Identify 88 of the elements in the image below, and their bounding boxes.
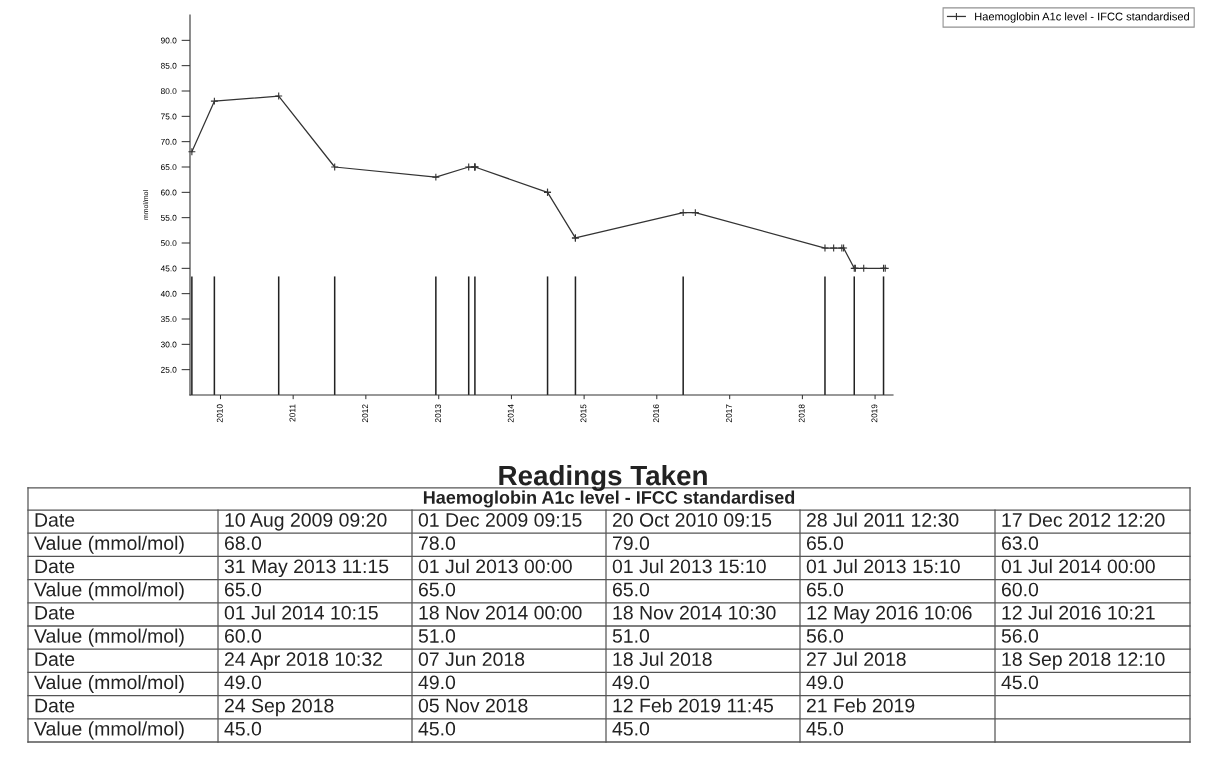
text: Readings Taken — [499, 464, 707, 492]
x-tick-label: 2016 — [653, 404, 660, 423]
category-label: 28 Jul 2011 12:30 — [806, 512, 959, 527]
category-label: 18 Nov 2014 10:30 — [613, 605, 776, 620]
category-label: 21 Feb 2019 — [806, 698, 915, 713]
x-tick-label: 2014 — [507, 404, 514, 423]
x-tick-label: 2018 — [798, 404, 805, 423]
y-tick-label: 75.0 — [161, 113, 177, 120]
category-label: 27 Jul 2018 — [806, 651, 906, 667]
text: 45.0 — [418, 721, 456, 736]
text: 65.0 — [418, 582, 456, 597]
y-tick-label: 35.0 — [160, 316, 177, 323]
point — [464, 162, 473, 172]
point — [330, 162, 339, 172]
x-tick-label: 2017 — [726, 404, 732, 423]
text: 56.0 — [1001, 629, 1039, 643]
text: 78.0 — [419, 536, 456, 551]
y-tick-label: 30.0 — [160, 341, 177, 348]
y-tick-label: 65.0 — [161, 164, 177, 171]
text: Date — [35, 513, 75, 527]
x-tick-label: 2011 — [289, 404, 296, 422]
text: Date — [35, 652, 75, 667]
text: 45.0 — [224, 721, 262, 736]
x-tick-label: 2013 — [435, 404, 441, 423]
category-label: 24 Sep 2018 — [224, 698, 334, 717]
text: 56.0 — [806, 629, 844, 643]
text: Haemoglobin A1c level - IFCC standardised — [423, 490, 795, 508]
text: Value (mmol/mol) — [34, 628, 184, 647]
text: 49.0 — [806, 675, 844, 690]
category-label: 12 May 2016 10:06 — [807, 605, 972, 624]
category-label: 01 Dec 2009 09:15 — [418, 513, 582, 527]
category-label: 31 May 2013 11:15 — [224, 559, 389, 578]
text: 68.0 — [224, 536, 262, 551]
y-tick-label: 85.0 — [160, 62, 177, 69]
category-label: 01 Jul 2013 00:00 — [418, 558, 572, 574]
text: 49.0 — [224, 675, 262, 690]
category-label: 07 Jun 2018 — [418, 652, 525, 667]
y-tick-label: 90.0 — [160, 37, 177, 44]
text: Date — [35, 698, 75, 713]
x-tick-label: 2012 — [362, 404, 369, 423]
text: 60.0 — [1001, 582, 1039, 597]
category-label: 10 Aug 2009 09:20 — [225, 513, 387, 531]
category-label: 12 Jul 2016 10:21 — [1002, 605, 1155, 620]
text: 45.0 — [1001, 675, 1039, 690]
category-label: 01 Jul 2013 15:10 — [806, 558, 960, 574]
text: Date — [35, 559, 75, 574]
category-label: 17 Dec 2012 12:20 — [1002, 513, 1165, 527]
y-tick-label: 60.0 — [161, 189, 177, 196]
text: 65.0 — [806, 582, 844, 597]
text: 65.0 — [224, 582, 262, 597]
text: 79.0 — [613, 536, 650, 551]
y-tick-label: 40.0 — [160, 290, 177, 297]
y-tick-label: 70.0 — [161, 138, 177, 145]
point — [820, 244, 830, 253]
category-label: 01 Jul 2013 15:10 — [612, 558, 766, 574]
category-label: 24 Apr 2018 10:32 — [224, 652, 382, 670]
legend-label: Haemoglobin A1c level - IFCC standardised — [975, 12, 1190, 23]
text: 63.0 — [1001, 536, 1039, 551]
category-label: 18 Nov 2014 00:00 — [419, 605, 582, 620]
category-label: 01 Jul 2014 00:00 — [1001, 558, 1155, 574]
category-label: 01 Jul 2014 10:15 — [224, 605, 378, 620]
x-tick-label: 2015 — [580, 404, 587, 423]
y-tick-label: 45.0 — [160, 265, 177, 272]
text: Date — [35, 606, 75, 620]
text: 49.0 — [418, 675, 456, 690]
x-tick-label: 2010 — [216, 404, 223, 423]
text: Value (mmol/mol) — [34, 535, 184, 554]
category-label: 18 Jul 2018 — [613, 651, 712, 667]
y-tick-label: 25.0 — [161, 366, 177, 373]
x-tick-label: 2019 — [871, 404, 878, 423]
text: Value (mmol/mol) — [34, 582, 184, 601]
text: 60.0 — [224, 629, 262, 643]
text: 51.0 — [612, 629, 650, 643]
category-label: 18 Sep 2018 12:10 — [1002, 652, 1165, 670]
text: 49.0 — [612, 675, 650, 690]
text: 51.0 — [418, 629, 456, 643]
text: Value (mmol/mol) — [34, 721, 184, 740]
text: 45.0 — [612, 721, 650, 736]
category-label: 20 Oct 2010 09:15 — [612, 513, 772, 527]
y-tick-label: 55.0 — [160, 214, 177, 221]
text: Value (mmol/mol) — [34, 674, 184, 694]
y-tick-label: 50.0 — [160, 240, 177, 247]
y-tick-label: 80.0 — [160, 88, 177, 95]
text: 45.0 — [806, 721, 844, 736]
text: 65.0 — [806, 536, 844, 551]
category-label: 12 Feb 2019 11:45 — [613, 698, 774, 713]
text: 65.0 — [612, 582, 650, 597]
category-label: 05 Nov 2018 — [418, 698, 528, 713]
